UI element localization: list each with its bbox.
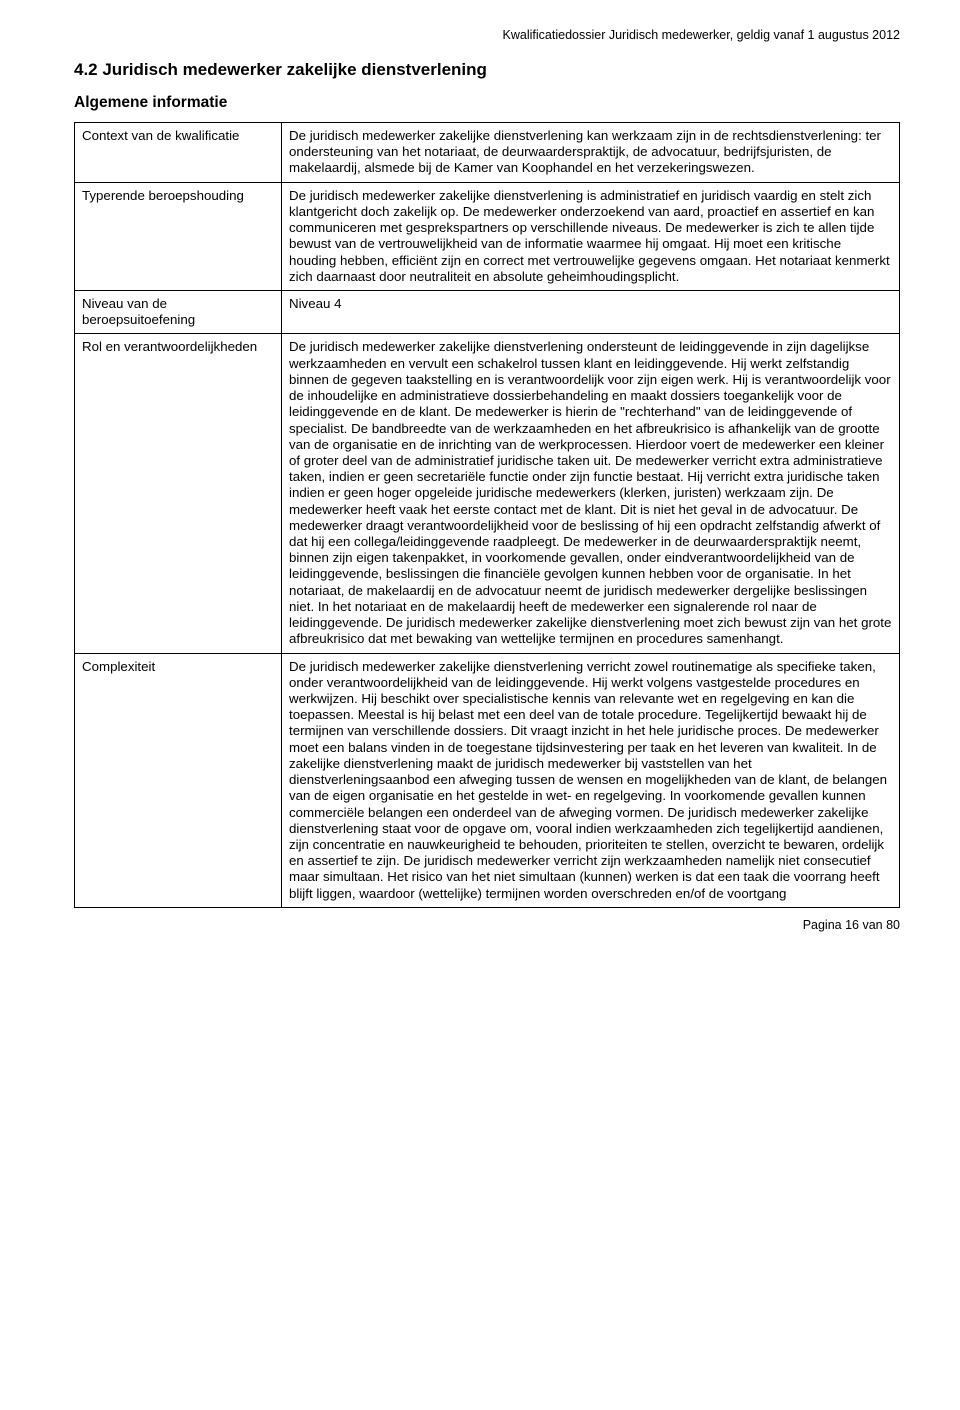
row-value: De juridisch medewerker zakelijke dienst… — [282, 182, 900, 290]
table-row: Context van de kwalificatie De juridisch… — [75, 123, 900, 183]
row-label: Complexiteit — [75, 653, 282, 907]
table-row: Rol en verantwoordelijkheden De juridisc… — [75, 334, 900, 653]
section-heading: 4.2 Juridisch medewerker zakelijke diens… — [74, 60, 900, 80]
row-label: Rol en verantwoordelijkheden — [75, 334, 282, 653]
row-value: Niveau 4 — [282, 290, 900, 333]
row-value: De juridisch medewerker zakelijke dienst… — [282, 334, 900, 653]
row-label: Context van de kwalificatie — [75, 123, 282, 183]
qualification-table: Context van de kwalificatie De juridisch… — [74, 122, 900, 908]
row-value: De juridisch medewerker zakelijke dienst… — [282, 123, 900, 183]
row-label: Typerende beroepshouding — [75, 182, 282, 290]
document-header: Kwalificatiedossier Juridisch medewerker… — [74, 28, 900, 42]
page-footer: Pagina 16 van 80 — [74, 918, 900, 932]
section-subheading: Algemene informatie — [74, 94, 900, 112]
row-value: De juridisch medewerker zakelijke dienst… — [282, 653, 900, 907]
table-row: Niveau van de beroepsuitoefening Niveau … — [75, 290, 900, 333]
document-page: Kwalificatiedossier Juridisch medewerker… — [0, 0, 960, 952]
table-row: Typerende beroepshouding De juridisch me… — [75, 182, 900, 290]
table-row: Complexiteit De juridisch medewerker zak… — [75, 653, 900, 907]
row-label: Niveau van de beroepsuitoefening — [75, 290, 282, 333]
